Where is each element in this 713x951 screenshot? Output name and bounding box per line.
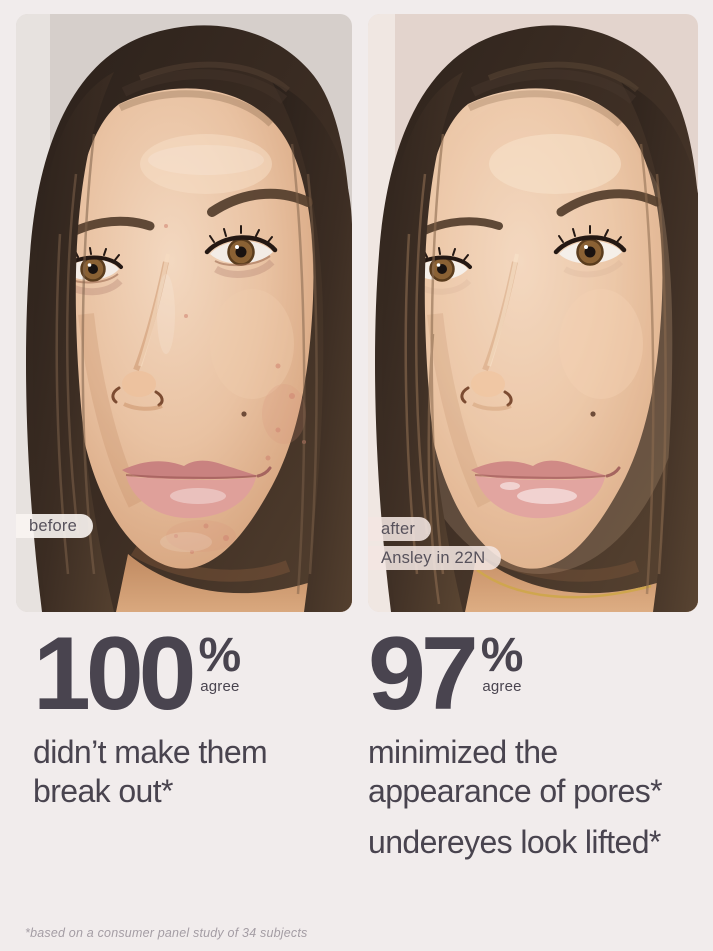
footnote: *based on a consumer panel study of 34 s… (25, 926, 308, 940)
before-portrait-image (16, 14, 352, 612)
shade-badge: Ansley in 22N (368, 546, 502, 570)
stat-block-pores: 97 % agree minimized the appearance of p… (368, 616, 713, 861)
claim-line: didn’t make them (33, 734, 268, 771)
claim-line: appearance of pores* (368, 772, 663, 809)
before-badge: before (16, 514, 93, 538)
after-label: after (381, 520, 416, 538)
percent-sign: % (480, 629, 524, 682)
percent-qualifier: % agree (198, 629, 242, 696)
stat-percentage-pores: 97 % agree (368, 616, 713, 732)
stat-value: 97 (368, 616, 479, 732)
percent-qualifier: % agree (480, 629, 524, 696)
stat-value: 100 (33, 616, 197, 732)
before-after-comparison: before (16, 14, 698, 612)
gold-necklace (476, 568, 652, 599)
after-portrait-image (368, 14, 698, 612)
stat-percentage-breakout: 100 % agree (33, 616, 368, 732)
before-label: before (29, 517, 77, 535)
percent-sign: % (198, 629, 242, 682)
claim-text-breakout: didn’t make them break out* (33, 733, 368, 810)
blemishes (164, 224, 306, 554)
claim-text-undereyes: undereyes look lifted* (368, 823, 661, 860)
stat-block-breakout: 100 % agree didn’t make them break out* (33, 616, 368, 861)
stats-section: 100 % agree didn’t make them break out* … (33, 616, 713, 861)
after-photo: after Ansley in 22N (368, 14, 698, 612)
agree-label: agree (200, 678, 240, 696)
after-badge-stack: after Ansley in 22N (368, 517, 502, 570)
after-badge: after (368, 517, 432, 541)
before-photo: before (16, 14, 352, 612)
claim-line: break out* (33, 772, 173, 809)
agree-label: agree (482, 678, 522, 696)
claim-text-pores: minimized the appearance of pores* (368, 733, 713, 810)
shade-label: Ansley in 22N (381, 549, 486, 567)
claim-line: minimized the (368, 734, 558, 771)
